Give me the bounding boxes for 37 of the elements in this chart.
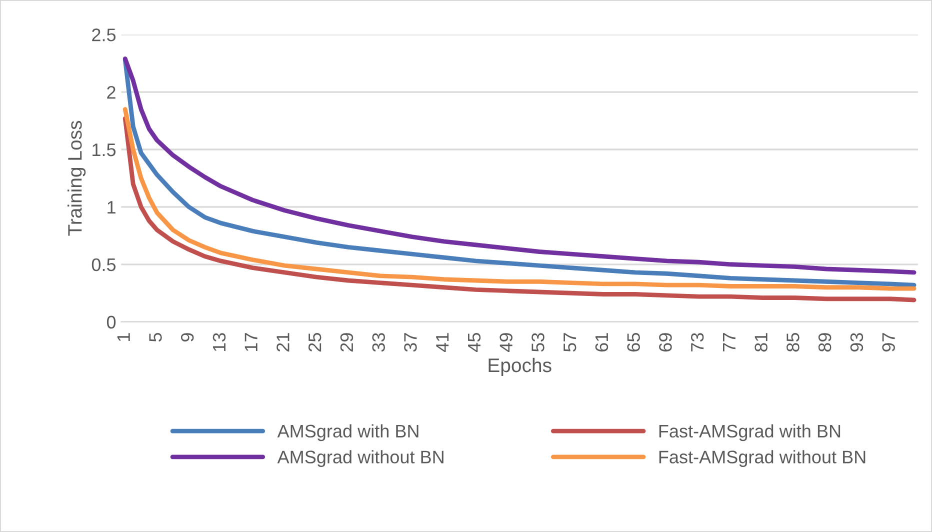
x-tick-label: 61	[595, 333, 608, 352]
x-tick-label: 1	[117, 333, 130, 341]
x-tick-label: 41	[436, 333, 449, 352]
y-tick-label: 1	[108, 201, 116, 214]
x-tick-label: 21	[276, 333, 290, 352]
x-tick-label: 25	[308, 333, 322, 352]
x-tick-label: 37	[404, 333, 417, 352]
x-tick-label: 17	[244, 333, 258, 351]
y-tick-label: 0.5	[92, 258, 116, 272]
x-tick-label: 81	[754, 333, 768, 352]
x-tick-label: 77	[723, 333, 736, 352]
x-tick-label: 57	[564, 333, 576, 352]
x-tick-label: 53	[532, 333, 544, 352]
y-tick-label: 0	[106, 316, 116, 329]
x-tick-label: 73	[690, 333, 704, 352]
legend-label: AMSgrad without BN	[277, 450, 444, 467]
x-tick-label: 69	[659, 333, 672, 352]
x-axis-title: Epochs	[488, 358, 552, 376]
x-tick-label: 93	[850, 333, 864, 352]
x-tick-label: 65	[627, 333, 640, 352]
x-tick-label: 5	[149, 333, 162, 342]
y-tick-label: 2	[107, 86, 116, 99]
x-tick-label: 49	[500, 333, 512, 352]
x-tick-label: 29	[340, 333, 354, 352]
legend-label: AMSgrad with BN	[277, 424, 418, 442]
x-tick-label: 85	[786, 333, 800, 352]
legend-label: Fast-AMSgrad without BN	[659, 450, 866, 467]
legend-label: Fast-AMSgrad with BN	[659, 424, 840, 442]
y-axis-title: Training Loss	[68, 120, 86, 236]
y-tick-label: 1.5	[92, 144, 116, 156]
x-tick-label: 33	[372, 333, 385, 352]
y-tick-label: 2.5	[92, 28, 116, 42]
x-tick-label: 9	[180, 333, 194, 342]
x-tick-label: 89	[818, 333, 832, 352]
x-tick-label: 97	[882, 333, 895, 352]
x-tick-label: 13	[212, 333, 226, 351]
x-tick-label: 45	[468, 333, 481, 352]
